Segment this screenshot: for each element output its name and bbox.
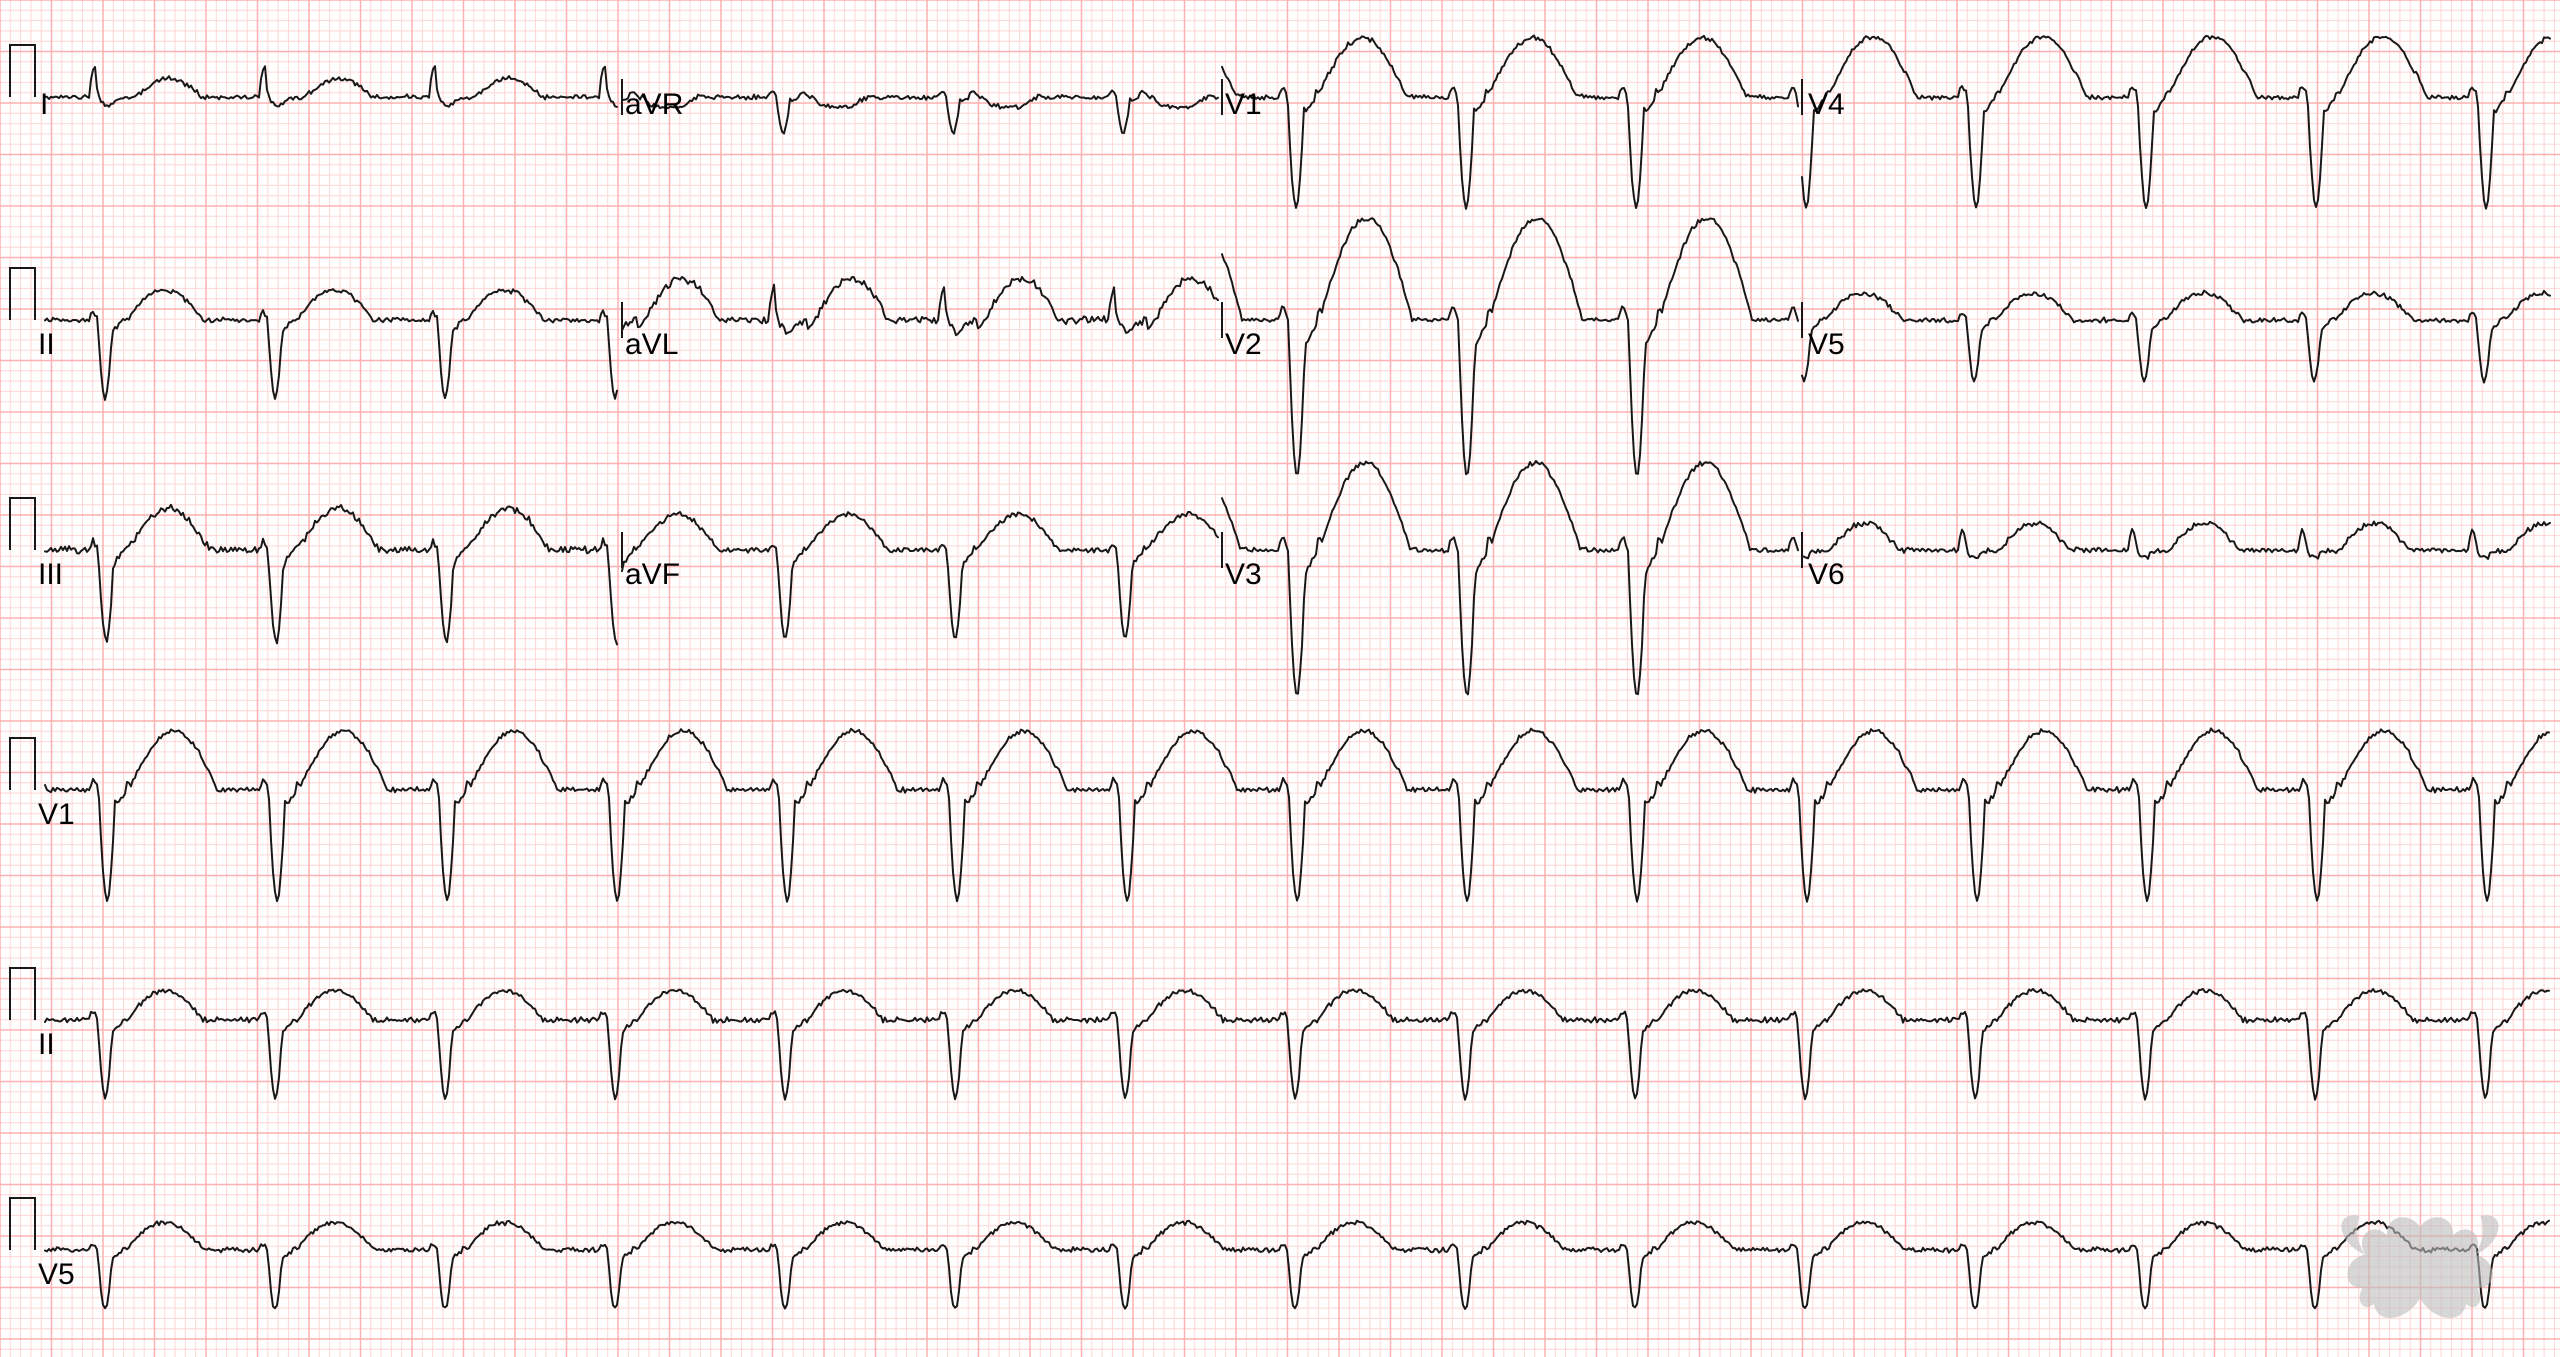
ecg-container: IaVRV1V4IIaVLV2V5IIIaVFV3V6V1IIV5 — [0, 0, 2560, 1357]
ecg-grid — [0, 0, 2560, 1357]
ecg-svg — [0, 0, 2560, 1357]
